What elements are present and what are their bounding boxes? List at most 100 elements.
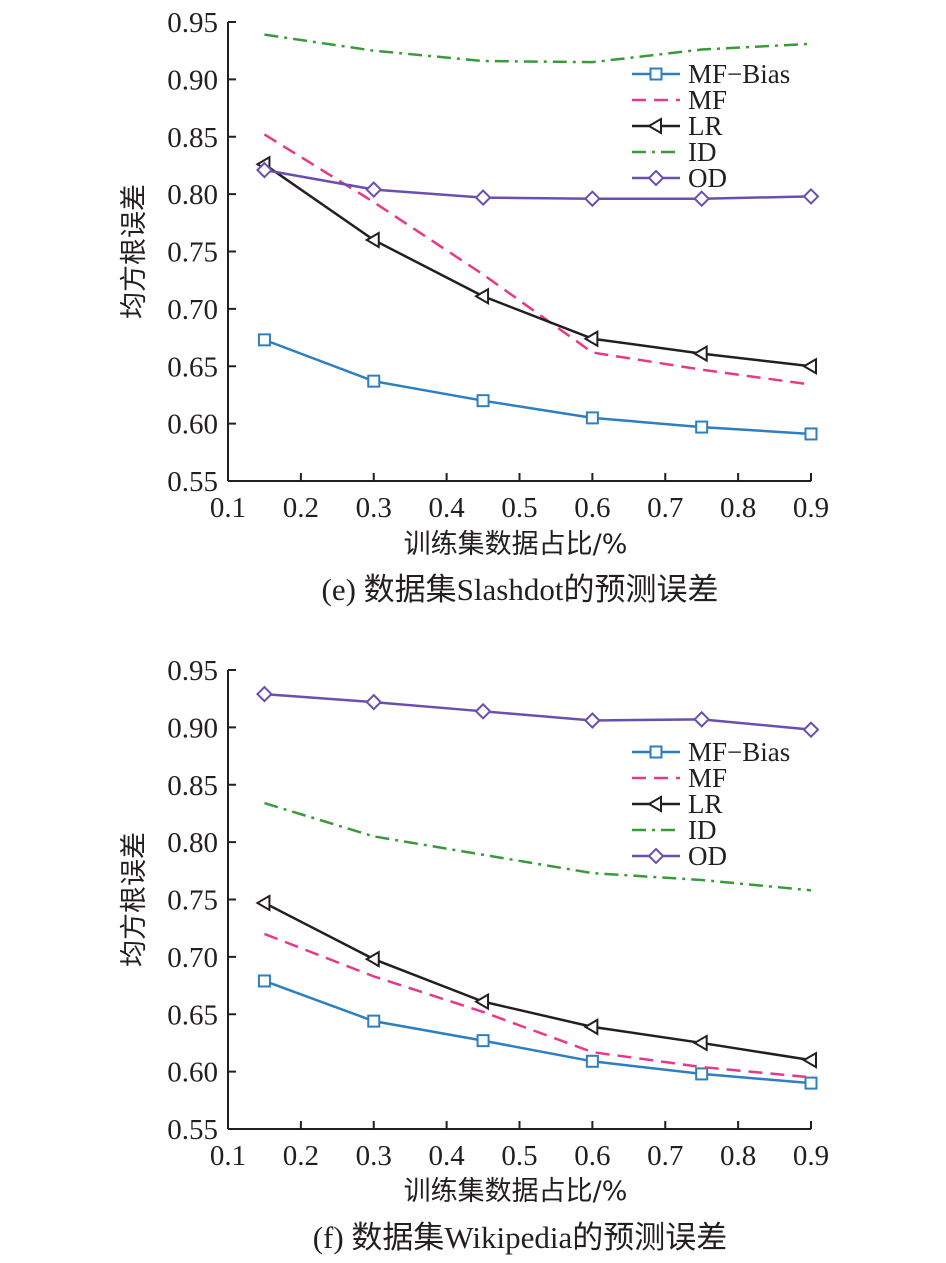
y-axis-label: 均方根误差 <box>119 832 150 967</box>
series-line-mf-bias <box>263 338 812 436</box>
y-tick-label: 0.75 <box>167 885 218 917</box>
y-tick-label: 0.65 <box>167 351 218 383</box>
data-point-mf-bias <box>695 420 709 434</box>
series-id <box>264 33 812 64</box>
x-tick-label: 0.5 <box>501 492 537 524</box>
data-point-mf-bias <box>695 1067 709 1081</box>
legend-label-od: OD <box>688 163 727 193</box>
y-tick-label: 0.90 <box>167 712 218 744</box>
data-point-mf-bias <box>367 374 381 388</box>
x-tick-label: 0.6 <box>574 492 610 524</box>
y-tick-label: 0.85 <box>167 122 218 154</box>
x-tick-label: 0.7 <box>647 492 683 524</box>
x-tick-label: 0.9 <box>793 492 829 524</box>
legend-marker-mf-bias <box>649 745 663 759</box>
data-point-lr <box>364 950 380 968</box>
data-point-od <box>583 712 601 729</box>
x-tick-label: 0.1 <box>210 1140 246 1172</box>
x-tick-label: 0.1 <box>210 492 246 524</box>
legend-marker-od <box>647 169 665 187</box>
legend-label-mf: MF <box>688 763 727 793</box>
x-tick-label: 0.6 <box>574 1140 610 1172</box>
legend-label-mf-bias: MF−Bias <box>688 59 790 89</box>
data-point-od <box>802 721 820 739</box>
series-line-lr <box>263 163 812 368</box>
legend-marker-lr <box>647 117 662 135</box>
series-lr <box>255 894 817 1069</box>
legend-marker-od <box>647 847 665 865</box>
data-point-od <box>474 702 492 720</box>
legend-label-id: ID <box>688 815 717 845</box>
x-tick-label: 0.7 <box>647 1140 683 1172</box>
data-point-lr <box>364 231 380 249</box>
y-tick-label: 0.75 <box>167 237 218 269</box>
x-tick-label: 0.8 <box>720 1140 756 1172</box>
data-point-lr <box>583 329 599 348</box>
y-tick-label: 0.55 <box>167 466 218 498</box>
series-line-mf <box>263 133 812 386</box>
legend-marker-mf-bias <box>649 67 663 81</box>
chart-panel-f: 0.55 0.60 0.65 0.70 0.75 0.80 0.85 0.90 0.95 0.1 0… <box>119 655 829 1255</box>
data-point-mf-bias <box>476 394 490 408</box>
legend-marker-lr <box>647 795 662 813</box>
data-point-lr <box>692 1034 708 1052</box>
data-point-mf-bias <box>804 427 818 441</box>
x-tick-label: 0.9 <box>793 1140 829 1172</box>
legend-label-lr: LR <box>688 111 723 141</box>
legend-label-id: ID <box>688 137 717 167</box>
series-line-id <box>264 33 812 64</box>
x-axis-label: 训练集数据占比/% <box>404 529 628 560</box>
x-tick-label: 0.8 <box>720 492 756 524</box>
data-point-mf-bias <box>476 1034 490 1048</box>
y-tick-label: 0.80 <box>167 179 218 211</box>
y-tick-label: 0.65 <box>167 999 218 1031</box>
data-point-od <box>256 685 273 703</box>
series-line-mf <box>263 932 812 1079</box>
legend-label-mf-bias: MF−Bias <box>688 737 790 767</box>
series-line-id <box>264 801 812 892</box>
y-tick-label: 0.95 <box>167 655 218 687</box>
data-point-mf-bias <box>585 411 599 425</box>
x-tick-label: 0.2 <box>283 1140 319 1172</box>
data-point-mf-bias <box>257 974 271 988</box>
series-line-od <box>264 692 812 731</box>
series-mf <box>263 133 812 386</box>
series-mf-bias <box>257 333 818 441</box>
series-line-lr <box>263 901 812 1062</box>
data-point-od <box>365 693 383 711</box>
x-tick-label: 0.5 <box>501 1140 537 1172</box>
y-tick-label: 0.90 <box>167 64 218 96</box>
data-point-od <box>256 161 273 179</box>
y-tick-label: 0.80 <box>167 827 218 859</box>
series-od <box>256 161 820 208</box>
x-tick-label: 0.3 <box>356 492 392 524</box>
y-tick-label: 0.55 <box>167 1114 218 1146</box>
chart-caption: (e) 数据集Slashdot的预测误差 <box>322 572 719 607</box>
series-od <box>256 685 820 739</box>
legend-label-lr: LR <box>688 789 723 819</box>
series-id <box>264 801 812 892</box>
data-point-od <box>583 190 601 208</box>
series-line-mf-bias <box>264 979 812 1085</box>
data-point-lr <box>583 1018 599 1036</box>
x-tick-label: 0.4 <box>429 1140 466 1172</box>
data-point-lr <box>474 287 490 305</box>
data-point-mf-bias <box>257 333 271 347</box>
x-axis-label: 训练集数据占比/% <box>404 1176 628 1207</box>
y-tick-label: 0.95 <box>167 7 218 39</box>
data-point-mf-bias <box>367 1014 381 1028</box>
data-point-lr <box>255 894 271 912</box>
series-line-od <box>264 168 812 200</box>
data-point-mf-bias <box>804 1076 818 1090</box>
data-point-od <box>802 188 820 205</box>
data-point-lr <box>474 992 490 1011</box>
chart-caption: (f) 数据集Wikipedia的预测误差 <box>313 1220 728 1255</box>
y-tick-label: 0.60 <box>167 409 218 441</box>
y-tick-label: 0.85 <box>167 770 218 802</box>
x-tick-label: 0.2 <box>283 492 319 524</box>
data-point-od <box>693 190 711 208</box>
y-tick-label: 0.60 <box>167 1057 218 1089</box>
